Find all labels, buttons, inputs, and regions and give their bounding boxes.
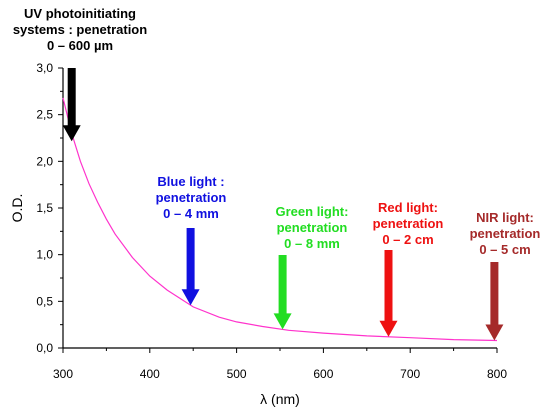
y-tick-label: 2,0 [36,154,53,168]
y-tick-label: 1,5 [36,201,53,215]
annotation-arrow [379,250,398,337]
y-axis-ticks: 0,0 0,5 1,0 1,5 2,0 2,5 3,0 [36,61,63,355]
annotation-arrow [485,262,504,341]
annotation-arrow [273,255,292,330]
x-tick-label: 400 [140,367,160,381]
annotation-label-line: penetration [470,226,541,241]
annotation-arrow [181,228,200,306]
series-group [62,97,498,342]
x-tick-label: 500 [227,367,247,381]
annotation-label-line: penetration [277,220,348,235]
annotation-label-line: 0 – 2 cm [382,232,433,247]
annotation-label-line: NIR light: [476,210,534,225]
x-axis-label: λ (nm) [260,391,300,407]
series-line [62,97,498,342]
y-tick-label: 0,0 [36,341,53,355]
x-tick-label: 600 [313,367,333,381]
y-tick-label: 0,5 [36,294,53,308]
annotation-label-line: UV photoinitiating [24,6,136,21]
annotation-label-line: penetration [156,190,227,205]
annotation-label-line: 0 – 600 µm [47,38,113,53]
annotation-label-line: Blue light : [157,174,224,189]
annotation-arrow [62,68,81,142]
y-tick-label: 3,0 [36,61,53,75]
annotation-label-line: 0 – 5 cm [479,242,530,257]
x-axis-ticks: 300 400 500 600 700 800 [53,348,507,381]
y-tick-label: 1,0 [36,248,53,262]
annotation-label-line: systems : penetration [13,22,147,37]
annotation-label-line: Green light: [276,204,349,219]
y-axis-label: O.D. [9,194,25,223]
annotation-label-line: Red light: [378,200,438,215]
x-tick-label: 300 [53,367,73,381]
x-tick-label: 800 [487,367,507,381]
annotation-label-line: penetration [373,216,444,231]
x-tick-label: 700 [400,367,420,381]
y-tick-label: 2,5 [36,108,53,122]
annotation-label-line: 0 – 4 mm [163,206,219,221]
annotation-label-line: 0 – 8 mm [284,236,340,251]
